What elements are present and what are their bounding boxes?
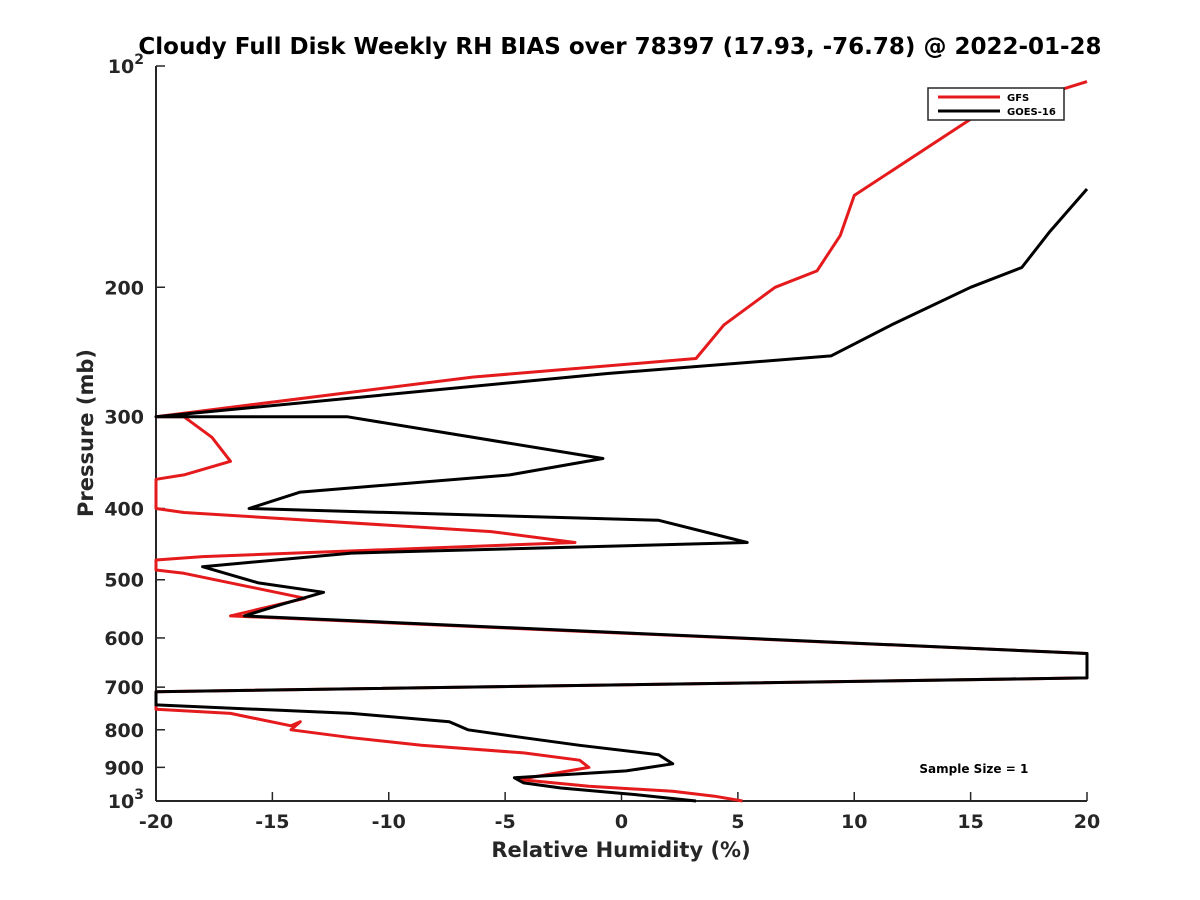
legend-label-gfs: GFS bbox=[1007, 93, 1029, 104]
x-ticks: -20 -15 -10 -5 0 5 10 15 20 bbox=[139, 792, 1100, 833]
y-tick-label: 600 bbox=[104, 628, 144, 650]
legend-label-goes16: GOES-16 bbox=[1007, 107, 1056, 118]
plot-area: -20 -15 -10 -5 0 5 10 15 20 102 200 300 400 500 600 70… bbox=[104, 52, 1100, 833]
x-axis-label: Relative Humidity (%) bbox=[491, 838, 750, 862]
y-tick-label: 300 bbox=[104, 407, 144, 429]
x-tick-label: -5 bbox=[495, 811, 516, 833]
series-line-goes16 bbox=[154, 188, 1089, 803]
y-tick-label: 200 bbox=[104, 277, 144, 299]
legend: GFS GOES-16 bbox=[927, 87, 1065, 121]
y-tick-label: 900 bbox=[104, 757, 144, 779]
series-line-gfs bbox=[154, 80, 1089, 803]
x-tick-label: 20 bbox=[1074, 811, 1100, 833]
x-tick-label: -15 bbox=[255, 811, 289, 833]
x-tick-label: -20 bbox=[139, 811, 173, 833]
x-tick-label: 5 bbox=[731, 811, 744, 833]
x-tick-label: 0 bbox=[615, 811, 628, 833]
x-tick-label: -10 bbox=[372, 811, 406, 833]
x-tick-label: 15 bbox=[957, 811, 983, 833]
y-axis-label: Pressure (mb) bbox=[74, 349, 98, 517]
x-tick-label: 10 bbox=[841, 811, 867, 833]
y-tick-label: 103 bbox=[108, 787, 144, 813]
y-tick-label: 700 bbox=[104, 677, 144, 699]
legend-box bbox=[927, 87, 1065, 121]
y-tick-label: 400 bbox=[104, 499, 144, 521]
series-group bbox=[154, 80, 1089, 803]
y-tick-label: 500 bbox=[104, 570, 144, 592]
y-tick-label: 102 bbox=[108, 52, 144, 78]
y-ticks: 102 200 300 400 500 600 700 800 900 103 bbox=[104, 52, 165, 813]
chart-title: Cloudy Full Disk Weekly RH BIAS over 783… bbox=[138, 34, 1101, 60]
y-tick-label: 800 bbox=[104, 720, 144, 742]
sample-size-annotation: Sample Size = 1 bbox=[919, 762, 1028, 776]
